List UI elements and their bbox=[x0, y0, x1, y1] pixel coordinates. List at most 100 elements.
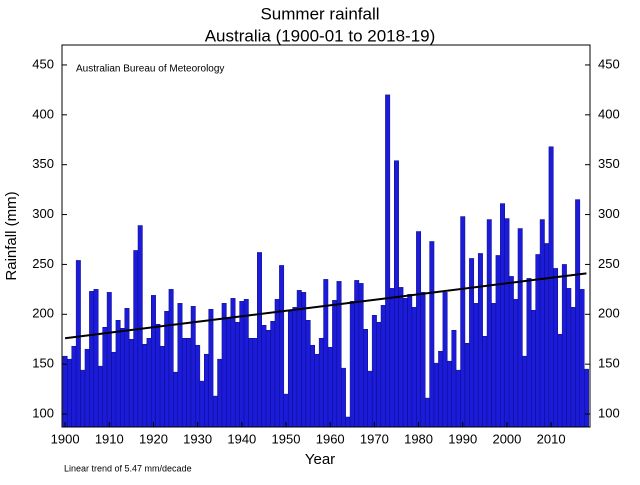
chart-subtitle: Australia (1900-01 to 2018-19) bbox=[205, 26, 436, 45]
bar bbox=[80, 369, 86, 428]
bar bbox=[530, 310, 536, 428]
bar bbox=[500, 203, 505, 428]
bar bbox=[292, 307, 298, 428]
bar bbox=[208, 309, 214, 428]
bar bbox=[120, 328, 125, 428]
bar bbox=[226, 318, 232, 428]
bar bbox=[93, 289, 99, 428]
bar bbox=[416, 231, 422, 428]
bar bbox=[155, 324, 161, 428]
x-tick-label: 1990 bbox=[448, 431, 477, 446]
bar bbox=[146, 337, 152, 428]
bar bbox=[89, 291, 95, 428]
bar bbox=[340, 367, 346, 428]
bar bbox=[234, 322, 240, 428]
x-tick-label: 1950 bbox=[272, 431, 301, 446]
x-tick-label: 2010 bbox=[537, 431, 566, 446]
bar bbox=[513, 299, 519, 428]
y2-tick-label: 100 bbox=[598, 405, 620, 420]
bar bbox=[433, 362, 439, 428]
bar bbox=[438, 350, 444, 428]
bar bbox=[128, 338, 134, 428]
bar bbox=[159, 345, 165, 428]
y2-tick-label: 300 bbox=[598, 206, 620, 221]
bar bbox=[248, 337, 254, 428]
bar bbox=[584, 368, 589, 428]
bar bbox=[363, 329, 369, 428]
bar bbox=[106, 292, 112, 428]
bar bbox=[548, 146, 554, 428]
bar bbox=[429, 241, 435, 428]
bar bbox=[526, 278, 532, 428]
bar bbox=[212, 395, 218, 428]
plot-frame bbox=[61, 44, 591, 428]
bar bbox=[243, 299, 249, 428]
bar bbox=[195, 344, 201, 428]
x-tick-label: 1980 bbox=[404, 431, 433, 446]
bar bbox=[469, 258, 475, 428]
footnote: Linear trend of 5.47 mm/decade bbox=[64, 463, 192, 473]
bar bbox=[177, 303, 183, 428]
bar bbox=[305, 320, 311, 428]
bar bbox=[133, 250, 139, 428]
bar bbox=[115, 320, 121, 428]
bar bbox=[504, 218, 510, 428]
bar bbox=[349, 301, 355, 428]
bar bbox=[199, 380, 205, 428]
bar bbox=[257, 252, 262, 428]
bar bbox=[398, 287, 404, 428]
bar bbox=[124, 308, 130, 428]
x-tick-label: 1940 bbox=[227, 431, 256, 446]
bar bbox=[181, 337, 187, 428]
bar bbox=[270, 321, 276, 428]
bar bbox=[473, 303, 479, 428]
annotation: Australian Bureau of Meteorology bbox=[76, 64, 224, 75]
y-tick-label: 400 bbox=[32, 106, 54, 121]
bar bbox=[164, 311, 170, 428]
bar bbox=[367, 370, 373, 428]
x-axis-label: Year bbox=[305, 451, 335, 468]
bar bbox=[394, 160, 399, 428]
bar bbox=[71, 345, 77, 428]
y-tick-label: 150 bbox=[32, 356, 54, 371]
bar bbox=[371, 315, 377, 428]
x-tick-label: 2000 bbox=[492, 431, 521, 446]
x-tick-label: 1960 bbox=[316, 431, 345, 446]
bar bbox=[274, 299, 280, 428]
bar bbox=[111, 351, 117, 428]
y-tick-label: 100 bbox=[32, 405, 54, 420]
bar bbox=[477, 253, 483, 428]
bar bbox=[102, 327, 108, 428]
y-tick-label: 350 bbox=[32, 156, 54, 171]
bar bbox=[97, 365, 103, 428]
bar bbox=[460, 216, 466, 428]
bar bbox=[482, 335, 488, 428]
x-tick-label: 1930 bbox=[183, 431, 212, 446]
bar bbox=[345, 416, 351, 428]
y2-tick-label: 350 bbox=[598, 156, 620, 171]
bar bbox=[190, 306, 196, 428]
bar bbox=[67, 358, 72, 428]
bar bbox=[252, 337, 258, 428]
y-tick-label: 450 bbox=[32, 56, 54, 71]
bar bbox=[486, 219, 492, 428]
bar bbox=[570, 307, 576, 428]
bar bbox=[318, 337, 324, 428]
bar bbox=[420, 292, 426, 428]
bar bbox=[491, 303, 497, 428]
bar bbox=[239, 301, 245, 428]
bar bbox=[407, 294, 413, 428]
bar bbox=[517, 228, 523, 428]
y-axis-label: Rainfall (mm) bbox=[3, 191, 20, 280]
bar bbox=[287, 311, 293, 428]
bar bbox=[411, 307, 417, 428]
bar bbox=[75, 260, 81, 428]
bar bbox=[495, 255, 501, 428]
bar bbox=[323, 279, 329, 428]
bar bbox=[221, 303, 227, 428]
bar bbox=[575, 199, 581, 428]
bar bbox=[62, 355, 68, 428]
bar bbox=[447, 360, 452, 428]
trend-line bbox=[64, 272, 587, 340]
